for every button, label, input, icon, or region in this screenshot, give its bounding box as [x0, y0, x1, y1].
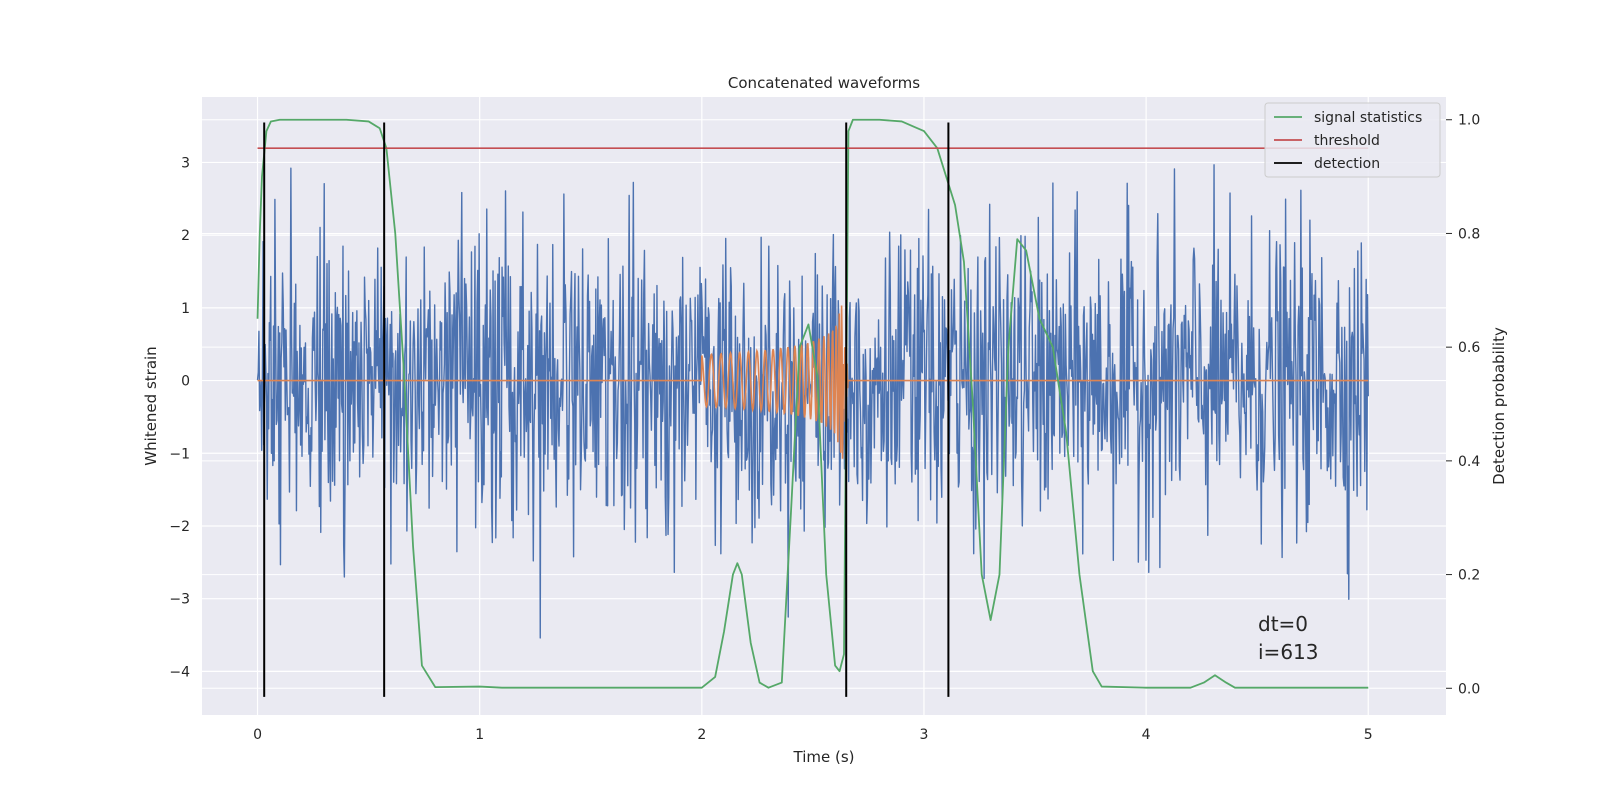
chart-title: Concatenated waveforms: [728, 74, 920, 92]
series-strain-line: [256, 164, 1369, 639]
annotation-index: i=613: [1258, 640, 1319, 664]
y2-tick-label: 0.6: [1458, 340, 1480, 356]
x-tick-label: 4: [1142, 727, 1151, 743]
y-tick-label: −3: [169, 592, 190, 608]
legend-label-detection: detection: [1314, 156, 1380, 172]
y-tick-label: 3: [181, 155, 190, 171]
y-axis-label: Whitened strain: [142, 346, 160, 465]
y-tick-label: 1: [181, 301, 190, 317]
legend-box: [1264, 102, 1441, 178]
legend-label-signal: signal statistics: [1314, 110, 1422, 126]
y-tick-label: −1: [169, 446, 190, 462]
y-tick-label: 2: [181, 228, 190, 244]
y2-tick-label: 0.4: [1458, 454, 1480, 470]
y-tick-label: −2: [169, 519, 190, 535]
x-tick-label: 5: [1364, 727, 1373, 743]
y-tick-label: 0: [181, 374, 190, 390]
y2-axis-label: Detection probability: [1490, 327, 1508, 485]
x-tick-label: 0: [253, 727, 262, 743]
legend: signal statistics threshold detection: [1264, 102, 1441, 178]
y2-tick-label: 0.2: [1458, 568, 1480, 584]
series-layer: [256, 118, 1369, 697]
x-tick-label: 3: [920, 727, 929, 743]
x-axis-label: Time (s): [793, 748, 855, 766]
axes-layer: 0 1 2 3 4 5 −4 −3 −2 −1 0 1 2 3 0.0 0.2 0.4 0.6 0.8 1.0: [169, 113, 1480, 743]
series-signal-statistics-line: [256, 118, 1369, 689]
y-tick-label: −4: [169, 664, 190, 680]
annotation-dt: dt=0: [1258, 612, 1308, 636]
x-tick-label: 1: [475, 727, 484, 743]
y2-tick-label: 1.0: [1458, 113, 1480, 129]
y2-tick-label: 0.0: [1458, 681, 1480, 697]
x-tick-label: 2: [697, 727, 706, 743]
y2-tick-label: 0.8: [1458, 226, 1480, 242]
legend-label-threshold: threshold: [1314, 133, 1380, 149]
